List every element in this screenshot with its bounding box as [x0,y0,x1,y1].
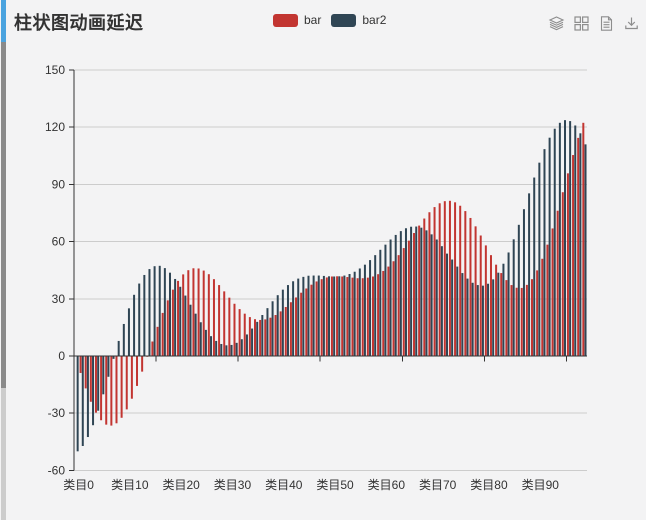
chart-title: 柱状图动画延迟 [14,13,144,33]
legend-label: bar2 [362,13,387,27]
x-axis-labels: 类目0 类目10 类目20 类目30 类目40 类目50 类目60 类目70 类目80 类目90 [63,478,559,492]
svg-text:类目60: 类目60 [368,478,406,492]
svg-text:类目10: 类目10 [111,478,149,492]
legend-swatch-icon [331,13,357,27]
legend-item-bar2[interactable]: bar2 [331,13,386,27]
svg-text:90: 90 [52,177,66,191]
svg-text:类目90: 类目90 [522,478,560,492]
vertical-scrollbar[interactable] [0,0,6,520]
svg-text:类目30: 类目30 [214,478,252,492]
svg-text:150: 150 [45,63,65,77]
svg-text:类目80: 类目80 [470,478,508,492]
legend-item-bar[interactable]: bar [273,13,321,27]
y-axis: 150 120 90 60 30 0 -30 -60 [45,63,75,477]
svg-text:-30: -30 [48,406,66,420]
svg-text:0: 0 [58,349,65,363]
series-bar [79,122,585,426]
svg-text:类目20: 类目20 [162,478,200,492]
svg-text:类目50: 类目50 [316,478,354,492]
tiled-grid-icon [573,15,590,32]
svg-text:类目0: 类目0 [63,478,94,492]
legend: bar bar2 [273,13,386,27]
category-axis-line [73,355,587,362]
svg-text:-60: -60 [48,463,66,477]
stack-layers-icon [548,15,565,32]
svg-text:类目70: 类目70 [419,478,457,492]
svg-text:60: 60 [52,235,66,249]
toolbox-save-image-button[interactable] [622,14,641,33]
toolbox-tiled-button[interactable] [572,14,591,33]
download-icon [623,15,640,32]
scrollbar-track [1,42,6,388]
gridlines [74,69,587,471]
toolbox-stack-button[interactable] [547,14,566,33]
legend-swatch-icon [273,13,298,27]
svg-text:120: 120 [45,120,65,134]
data-view-icon [598,15,615,32]
svg-text:类目40: 类目40 [265,478,303,492]
scrollbar-thumb[interactable] [1,0,6,42]
svg-text:30: 30 [52,292,66,306]
scrollbar-track-lower [1,388,6,520]
toolbox-data-view-button[interactable] [597,14,616,33]
toolbox [547,14,641,33]
legend-label: bar [304,13,322,27]
series-bar2 [76,120,587,452]
